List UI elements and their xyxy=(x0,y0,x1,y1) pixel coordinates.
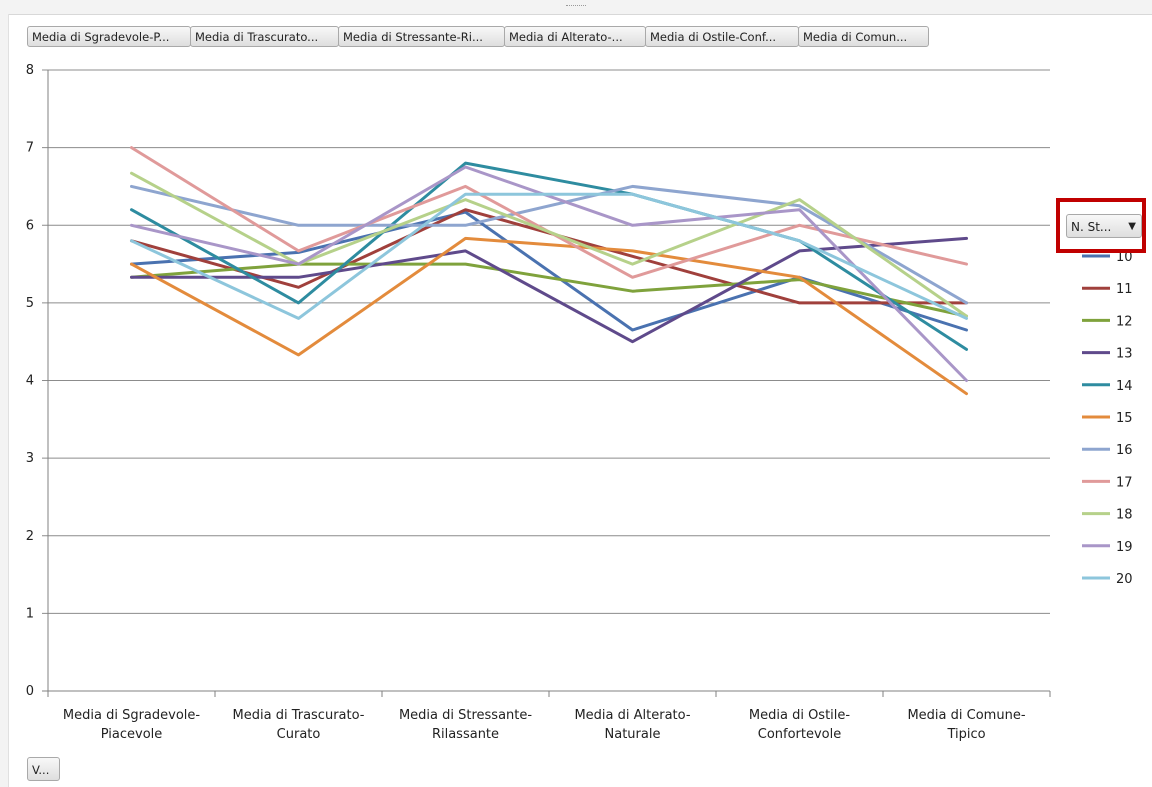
series-line-18 xyxy=(130,171,968,318)
x-category-label: Rilassante xyxy=(432,727,499,742)
y-tick-label: 6 xyxy=(26,218,34,233)
dropdown-arrow-icon: ▼ xyxy=(1128,221,1136,232)
x-category-label: Media di Stressante- xyxy=(399,708,532,723)
chart-top-bar xyxy=(0,0,1152,15)
y-axis-tick-labels: 0 1 2 3 4 5 6 7 8 xyxy=(26,63,34,699)
field-button-comune[interactable]: Media di Comun... xyxy=(798,26,929,47)
axis-field-button[interactable]: V... xyxy=(27,757,60,781)
x-category-label: Curato xyxy=(277,727,321,742)
x-category-label: Piacevole xyxy=(101,727,163,742)
gridlines xyxy=(42,69,1050,692)
legend-label-13: 13 xyxy=(1116,347,1133,362)
legend-label-14: 14 xyxy=(1116,379,1133,394)
field-button-stressante[interactable]: Media di Stressante-Ri... xyxy=(338,26,505,47)
x-category-label: Media di Trascurato- xyxy=(233,708,365,723)
x-axis-category-labels: Media di Sgradevole- Piacevole Media di Tr… xyxy=(63,708,1026,742)
x-category-label: Media di Ostile- xyxy=(749,708,850,723)
y-tick-label: 0 xyxy=(26,684,34,699)
series-line-19 xyxy=(130,165,968,382)
series-line-17 xyxy=(130,146,968,279)
series-line-13 xyxy=(130,236,968,344)
legend-label-17: 17 xyxy=(1116,475,1133,490)
legend-label-19: 19 xyxy=(1116,540,1133,555)
legend-label-15: 15 xyxy=(1116,411,1133,426)
x-category-label: Tipico xyxy=(946,727,985,742)
y-tick-label: 2 xyxy=(26,529,34,544)
legend: 10 11 12 13 14 15 16 17 18 19 20 xyxy=(1082,250,1133,587)
legend-label-20: 20 xyxy=(1116,572,1133,587)
legend-label-18: 18 xyxy=(1116,508,1133,523)
field-button-alterato[interactable]: Media di Alterato-... xyxy=(504,26,646,47)
legend-label-10: 10 xyxy=(1116,250,1133,265)
series-lines xyxy=(130,146,968,396)
legend-label-11: 11 xyxy=(1116,282,1133,297)
x-category-label: Media di Alterato- xyxy=(574,708,690,723)
x-category-label: Naturale xyxy=(605,727,661,742)
legend-field-label: N. St... xyxy=(1071,220,1112,234)
legend-field-button[interactable]: N. St... ▼ xyxy=(1066,214,1142,238)
field-button-ostile[interactable]: Media di Ostile-Conf... xyxy=(645,26,799,47)
series-line-20 xyxy=(130,192,968,320)
legend-label-12: 12 xyxy=(1116,314,1133,329)
legend-label-16: 16 xyxy=(1116,443,1133,458)
x-category-label: Confortevole xyxy=(758,727,842,742)
x-category-label: Media di Sgradevole- xyxy=(63,708,200,723)
series-line-12 xyxy=(130,262,968,318)
y-tick-label: 1 xyxy=(26,606,34,621)
series-line-16 xyxy=(130,184,968,305)
x-category-label: Media di Comune- xyxy=(907,708,1025,723)
y-tick-label: 3 xyxy=(26,451,34,466)
field-button-trascurato[interactable]: Media di Trascurato... xyxy=(190,26,339,47)
series-line-14 xyxy=(130,161,968,351)
series-line-15 xyxy=(130,236,968,396)
chart-left-edge xyxy=(0,14,9,787)
y-tick-label: 7 xyxy=(26,141,34,156)
resize-grip-icon[interactable] xyxy=(566,5,586,8)
y-tick-label: 8 xyxy=(26,63,34,78)
axes xyxy=(47,70,1051,697)
y-tick-label: 4 xyxy=(26,374,34,389)
y-tick-label: 5 xyxy=(26,296,34,311)
